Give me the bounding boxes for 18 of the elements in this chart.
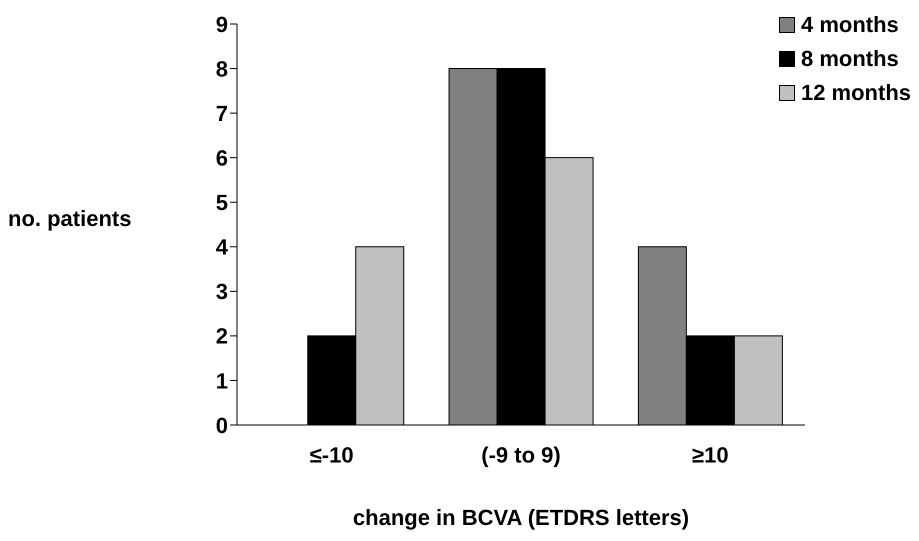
y-tick-label: 1 <box>216 368 228 394</box>
y-tick-label: 9 <box>216 12 228 37</box>
legend-label: 4 months <box>800 12 899 38</box>
x-tick-label: (-9 to 9) <box>481 442 561 468</box>
y-axis-title: no. patients <box>8 206 132 232</box>
x-tick-label: ≤-10 <box>310 442 354 468</box>
y-tick-label: 6 <box>216 145 228 170</box>
x-tick-label: ≥10 <box>692 442 729 468</box>
y-tick-label: 5 <box>216 190 228 216</box>
y-tick-label: 0 <box>216 412 228 438</box>
y-tick-label: 2 <box>216 324 228 349</box>
legend-label: 8 months <box>800 46 899 72</box>
y-tick-label: 3 <box>216 279 228 304</box>
legend-label: 12 months <box>800 80 911 106</box>
x-axis-title: change in BCVA (ETDRS letters) <box>352 505 690 530</box>
y-tick-label: 8 <box>216 56 228 82</box>
y-tick-label: 7 <box>216 100 228 126</box>
y-tick-label: 4 <box>216 234 229 260</box>
